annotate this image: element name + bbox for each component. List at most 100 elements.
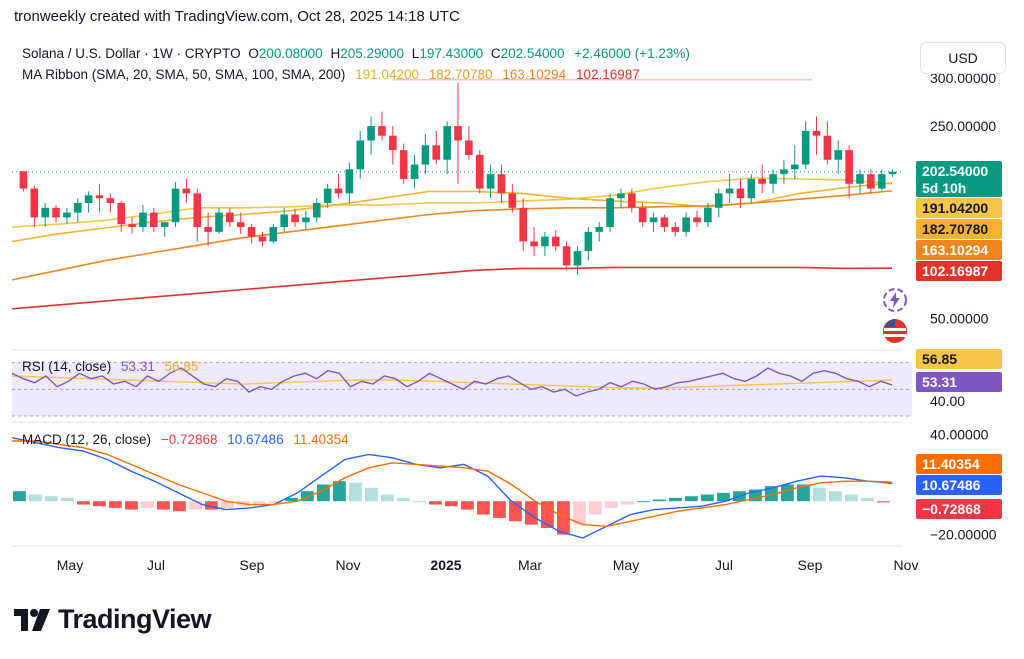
ma50-tag: 182.70780 — [922, 221, 988, 237]
candle-body — [117, 203, 126, 225]
candle-body — [215, 212, 223, 232]
macd-histogram-bar — [365, 487, 378, 502]
macd-title[interactable]: MACD (12, 26, close) — [22, 432, 152, 447]
time-axis-label: Jul — [147, 557, 165, 573]
macd-histogram-bar — [685, 496, 698, 502]
macd-axis-label: −20.00000 — [930, 527, 997, 543]
macd-histogram-bar — [125, 501, 138, 510]
symbol-title[interactable]: Solana / U.S. Dollar · 1W · CRYPTO — [22, 46, 241, 61]
candle-body — [302, 217, 310, 223]
price-axis-label: 50.00000 — [930, 310, 989, 326]
candle-body — [780, 169, 788, 175]
time-axis-label: Nov — [336, 557, 361, 573]
ma20-value: 191.04200 — [355, 67, 419, 82]
rsi-value: 53.31 — [121, 359, 155, 374]
macd-histogram-bar — [781, 484, 794, 502]
us-flag-icon[interactable] — [882, 318, 908, 344]
candle-body — [649, 217, 658, 223]
candle-body — [660, 217, 669, 228]
ma50-tag-bg — [916, 219, 1002, 239]
countdown-tag: 5d 10h — [922, 180, 966, 196]
macd-histogram-bar — [13, 491, 26, 502]
candle-body — [693, 217, 701, 223]
ma-line-sma20 — [12, 177, 893, 228]
candle-body — [73, 203, 82, 213]
candle-body — [541, 236, 549, 247]
macd-histogram-bar — [253, 501, 266, 505]
candle-body — [182, 188, 191, 194]
macd-histogram-bar — [381, 494, 394, 502]
price-legend: Solana / U.S. Dollar · 1W · CRYPTO O200.… — [22, 46, 690, 61]
ma200-tag-bg — [916, 261, 1002, 281]
candle-body — [280, 214, 288, 228]
candle-body — [106, 198, 115, 203]
ma-line-sma200 — [12, 266, 893, 310]
candle-body — [704, 207, 712, 223]
rsi-title[interactable]: RSI (14, close) — [22, 359, 112, 374]
candle-body — [638, 207, 647, 223]
candle-body — [63, 212, 71, 218]
countdown-tag-bg — [916, 179, 1002, 197]
candle-body — [758, 178, 766, 184]
ma20-tag-bg — [916, 198, 1002, 218]
chart-frame[interactable]: 300.00000 250.00000 50.00000 202.54000 5d 10… — [12, 38, 1014, 580]
candle-body — [856, 174, 864, 184]
macd-histogram-bar — [637, 501, 650, 503]
ma100-tag-bg — [916, 240, 1002, 260]
lightning-icon[interactable] — [882, 287, 908, 313]
rsi-ma-value: 56.85 — [164, 359, 199, 374]
macd-histogram-bar — [541, 501, 554, 528]
ma100-value: 163.10294 — [502, 67, 567, 82]
candle-body — [454, 126, 462, 141]
macd-histogram-bar — [525, 501, 538, 525]
macd-histogram-bar — [861, 497, 874, 502]
macd-signal-value: 11.40354 — [293, 432, 349, 447]
candle-body — [790, 164, 799, 170]
macd-histogram-bar — [765, 486, 778, 502]
macd-histogram-bar — [45, 496, 58, 502]
candle-body — [725, 188, 734, 194]
candle-body — [193, 193, 202, 228]
macd-histogram-bar — [749, 489, 762, 502]
last-price-tag-bg — [916, 161, 1002, 181]
macd-axis-label: 40.00000 — [930, 426, 989, 442]
candle-body — [747, 178, 756, 199]
candle-body — [389, 135, 397, 151]
candle-body — [226, 212, 234, 223]
tradingview-logo[interactable]: TradingView — [14, 604, 212, 635]
candle-body — [465, 140, 473, 155]
macd-histogram-bar — [461, 501, 474, 510]
candle-body — [160, 222, 169, 228]
macd-value: 10.67486 — [227, 432, 284, 447]
macd-histogram-bar — [605, 501, 618, 508]
candle-body — [714, 193, 723, 208]
ma100-tag: 163.10294 — [922, 242, 988, 258]
macd-signal-tag: 11.40354 — [922, 456, 980, 472]
ma200-value: 102.16987 — [575, 67, 640, 82]
tradingview-logo-text: TradingView — [58, 604, 212, 634]
low-value: 197.43000 — [419, 46, 484, 61]
candle-body — [95, 195, 104, 199]
candle-body — [236, 222, 245, 228]
time-axis-label: Sep — [240, 557, 265, 573]
candle-body — [595, 227, 604, 232]
macd-histogram-bar — [301, 491, 314, 502]
candle-body — [323, 188, 332, 203]
candle-body — [399, 150, 408, 179]
open-label: O — [248, 46, 259, 61]
candle-body — [410, 164, 419, 179]
ma-ribbon-title[interactable]: MA Ribbon (SMA, 20, SMA, 50, SMA, 100, S… — [22, 67, 346, 82]
candle-body — [258, 236, 267, 242]
price-axis-label: 250.00000 — [930, 118, 996, 134]
macd-histogram-value: −0.72868 — [160, 432, 218, 447]
candle-body — [52, 207, 60, 218]
candle-body — [356, 140, 365, 170]
macd-signal-line — [12, 440, 893, 528]
candle-body — [801, 130, 810, 165]
rsi-tag: 53.31 — [922, 374, 957, 390]
candle-body — [128, 224, 136, 228]
currency-button[interactable]: USD — [920, 42, 1006, 74]
macd-histogram-bar — [429, 501, 442, 505]
candle-body — [530, 241, 538, 247]
